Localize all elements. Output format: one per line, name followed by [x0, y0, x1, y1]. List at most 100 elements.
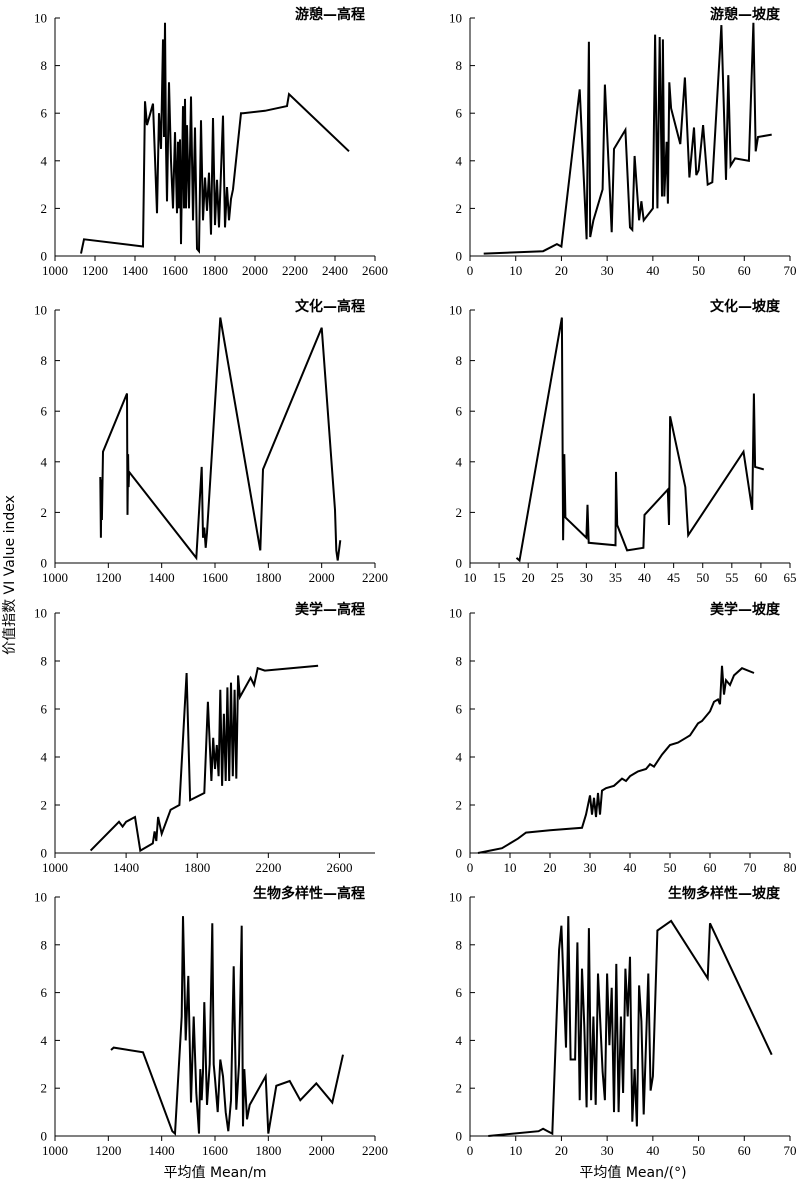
x-tick-label: 45: [667, 570, 680, 585]
x-tick-label: 60: [704, 860, 717, 875]
y-tick-label: 0: [41, 249, 48, 264]
x-tick-label: 35: [609, 570, 622, 585]
panel-title: 生物多样性—坡度: [668, 885, 781, 902]
y-tick-label: 6: [41, 404, 48, 419]
y-tick-label: 6: [456, 404, 463, 419]
x-tick-label: 30: [580, 570, 593, 585]
x-tick-label: 2200: [362, 1143, 388, 1158]
x-tick-label: 2200: [255, 860, 281, 875]
y-tick-label: 4: [41, 750, 48, 765]
x-tick-label: 40: [638, 570, 651, 585]
x-tick-label: 1600: [202, 570, 228, 585]
series-line: [483, 22, 772, 255]
y-tick-label: 4: [41, 153, 48, 168]
y-tick-label: 2: [456, 505, 463, 520]
y-tick-label: 2: [41, 1081, 48, 1096]
y-tick-label: 10: [449, 11, 462, 26]
series-line: [80, 22, 350, 254]
y-tick-label: 8: [41, 58, 48, 73]
y-tick-label: 10: [449, 606, 462, 621]
y-tick-label: 6: [456, 702, 463, 717]
series-line: [477, 665, 755, 854]
y-tick-label: 0: [41, 1129, 48, 1144]
y-tick-label: 8: [41, 937, 48, 952]
chart-panel-6: 0 2 4 6 8 10 1000 1200 1400 1600 1800 2000 2200 生物多样性…: [34, 885, 388, 1158]
x-tick-label: 15: [493, 570, 506, 585]
chart-panel-2: 0 2 4 6 8 10 1000 1200 1400 1600 1800 2000 2200 文化—高程: [34, 298, 388, 585]
x-tick-label: 1400: [122, 263, 148, 278]
x-tick-label: 40: [646, 263, 659, 278]
chart-panel-3: 0 2 4 6 8 10 10 15 20 25 30 35 40 45 50 55 60 65 文化—坡度: [449, 298, 797, 585]
x-tick-label: 25: [551, 570, 564, 585]
y-tick-label: 10: [34, 890, 47, 905]
x-tick-label: 1000: [42, 570, 68, 585]
x-tick-label: 10: [504, 860, 517, 875]
y-tick-label: 2: [456, 201, 463, 216]
x-tick-label: 0: [467, 1143, 474, 1158]
x-tick-label: 2200: [362, 570, 388, 585]
panel-title: 美学—坡度: [710, 601, 781, 618]
x-tick-label: 10: [464, 570, 477, 585]
y-tick-label: 2: [41, 505, 48, 520]
x-tick-label: 1200: [82, 263, 108, 278]
panel-title: 游憩—坡度: [710, 6, 781, 23]
x-tick-label: 60: [738, 263, 751, 278]
x-tick-label: 80: [784, 860, 797, 875]
y-tick-label: 4: [456, 454, 463, 469]
y-tick-label: 0: [456, 846, 463, 861]
x-tick-label: 2000: [242, 263, 268, 278]
chart-panel-0: 0 2 4 6 8 10 1000 1200 1400 1600 1800 2000 2200 2400 2…: [34, 6, 388, 278]
x-tick-label: 40: [624, 860, 637, 875]
x-tick-label: 1400: [149, 570, 175, 585]
y-tick-label: 0: [456, 249, 463, 264]
x-tick-label: 1400: [149, 1143, 175, 1158]
y-tick-label: 8: [456, 937, 463, 952]
x-tick-label: 55: [725, 570, 738, 585]
x-tick-label: 1600: [202, 1143, 228, 1158]
left-x-axis-title: 平均值 Mean/m: [164, 1165, 267, 1181]
x-tick-label: 1800: [255, 1143, 281, 1158]
series-line: [89, 664, 319, 853]
x-tick-label: 40: [646, 1143, 659, 1158]
y-tick-label: 10: [34, 606, 47, 621]
x-tick-label: 20: [544, 860, 557, 875]
x-tick-label: 20: [555, 263, 568, 278]
chart-panel-7: 0 2 4 6 8 10 0 10 20 30 40 50 60 70 生物多样性—坡度: [449, 885, 797, 1158]
x-tick-label: 1200: [95, 1143, 121, 1158]
y-tick-label: 0: [456, 1129, 463, 1144]
x-tick-label: 2200: [282, 263, 308, 278]
panel-title: 生物多样性—高程: [253, 885, 365, 902]
x-tick-label: 2000: [309, 570, 335, 585]
y-tick-label: 4: [456, 750, 463, 765]
x-tick-label: 60: [754, 570, 767, 585]
x-tick-label: 1000: [42, 1143, 68, 1158]
y-tick-label: 0: [41, 846, 48, 861]
x-tick-label: 70: [784, 263, 797, 278]
series-line: [110, 916, 344, 1136]
x-tick-label: 1800: [255, 570, 281, 585]
y-tick-label: 4: [456, 153, 463, 168]
x-tick-label: 10: [509, 263, 522, 278]
x-tick-label: 1400: [113, 860, 139, 875]
series-line: [515, 317, 765, 563]
y-tick-label: 4: [41, 454, 48, 469]
y-tick-label: 2: [456, 1081, 463, 1096]
y-tick-label: 0: [41, 556, 48, 571]
panel-title: 游憩—高程: [295, 6, 365, 23]
x-tick-label: 30: [584, 860, 597, 875]
x-tick-label: 2000: [309, 1143, 335, 1158]
x-tick-label: 30: [601, 263, 614, 278]
panel-title: 文化—坡度: [710, 298, 781, 315]
y-tick-label: 8: [41, 353, 48, 368]
y-tick-label: 2: [41, 201, 48, 216]
y-tick-label: 8: [456, 654, 463, 669]
chart-panel-5: 0 2 4 6 8 10 0 10 20 30 40 50 60 70 80 美学—坡度: [449, 601, 797, 875]
y-tick-label: 6: [41, 985, 48, 1000]
y-tick-label: 8: [41, 654, 48, 669]
x-tick-label: 10: [509, 1143, 522, 1158]
chart-panel-4: 0 2 4 6 8 10 1000 1400 1800 2200 2600 美学—高程: [34, 601, 375, 875]
x-tick-label: 0: [467, 263, 474, 278]
y-tick-label: 6: [456, 106, 463, 121]
x-tick-label: 50: [692, 263, 705, 278]
